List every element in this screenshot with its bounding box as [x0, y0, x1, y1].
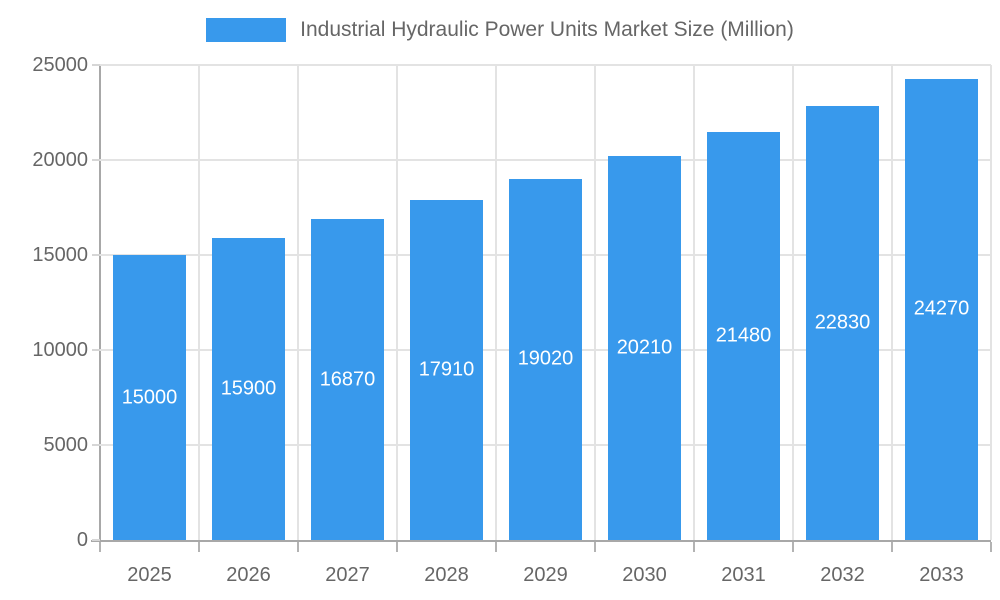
bar-value-label: 15900 — [220, 377, 277, 400]
x-axis-label: 2029 — [523, 564, 568, 586]
x-gridline — [792, 65, 794, 540]
y-axis-label: 20000 — [32, 149, 88, 171]
y-axis-label: 0 — [76, 529, 88, 551]
bar-value-label: 19020 — [517, 347, 574, 370]
x-axis-line — [91, 540, 991, 542]
x-axis-label: 2026 — [226, 564, 271, 586]
x-axis-tick — [693, 542, 695, 552]
bar[interactable]: 24270 — [905, 78, 978, 540]
x-axis-tick — [198, 542, 200, 552]
x-axis-tick — [297, 542, 299, 552]
y-axis-label: 25000 — [32, 54, 88, 76]
y-axis-tick — [92, 349, 100, 351]
bar[interactable]: 15000 — [113, 255, 186, 540]
bar[interactable]: 19020 — [509, 178, 582, 540]
x-axis-tick — [891, 542, 893, 552]
bar[interactable]: 16870 — [311, 219, 384, 540]
bar[interactable]: 22830 — [806, 106, 879, 540]
legend-label: Industrial Hydraulic Power Units Market … — [300, 18, 794, 41]
bar-value-label: 16870 — [319, 368, 376, 391]
y-axis-label: 10000 — [32, 339, 88, 361]
x-axis-tick — [495, 542, 497, 552]
x-axis-label: 2032 — [820, 564, 865, 586]
x-axis-label: 2025 — [127, 564, 172, 586]
bar[interactable]: 17910 — [410, 199, 483, 540]
plot-area: 15000 15900 16870 17910 19020 20210 21480 22830… — [100, 64, 992, 540]
y-axis-line — [99, 64, 101, 542]
bar-value-label: 17910 — [418, 358, 475, 381]
x-gridline — [495, 65, 497, 540]
x-axis-tick — [99, 542, 101, 552]
y-gridline — [100, 64, 991, 66]
y-axis-tick — [92, 444, 100, 446]
x-axis-label: 2028 — [424, 564, 469, 586]
y-axis-label: 5000 — [43, 434, 89, 456]
bar-value-label: 24270 — [913, 297, 970, 320]
x-axis-label: 2033 — [919, 564, 964, 586]
x-axis-label: 2027 — [325, 564, 370, 586]
y-axis-label: 15000 — [32, 244, 88, 266]
x-gridline — [891, 65, 893, 540]
chart-legend[interactable]: Industrial Hydraulic Power Units Market … — [0, 18, 1000, 42]
x-gridline — [396, 65, 398, 540]
bar[interactable]: 20210 — [608, 156, 681, 540]
bar-value-label: 21480 — [715, 324, 772, 347]
bar[interactable]: 21480 — [707, 131, 780, 540]
y-gridline — [100, 159, 991, 161]
legend-swatch-icon — [206, 18, 287, 42]
x-axis-tick — [792, 542, 794, 552]
x-gridline — [297, 65, 299, 540]
x-axis-tick — [594, 542, 596, 552]
x-gridline — [198, 65, 200, 540]
bar-value-label: 22830 — [814, 311, 871, 334]
x-axis-tick — [990, 542, 992, 552]
y-axis-tick — [92, 64, 100, 66]
x-gridline — [990, 65, 992, 540]
x-axis-label: 2031 — [721, 564, 766, 586]
y-axis-tick — [92, 159, 100, 161]
y-axis-tick — [92, 539, 100, 541]
x-gridline — [594, 65, 596, 540]
y-axis-tick — [92, 254, 100, 256]
x-axis-tick — [396, 542, 398, 552]
bar-value-label: 15000 — [121, 386, 178, 408]
bar-value-label: 20210 — [616, 336, 673, 359]
bar[interactable]: 15900 — [212, 237, 285, 540]
x-axis-label: 2030 — [622, 564, 667, 586]
x-gridline — [693, 65, 695, 540]
